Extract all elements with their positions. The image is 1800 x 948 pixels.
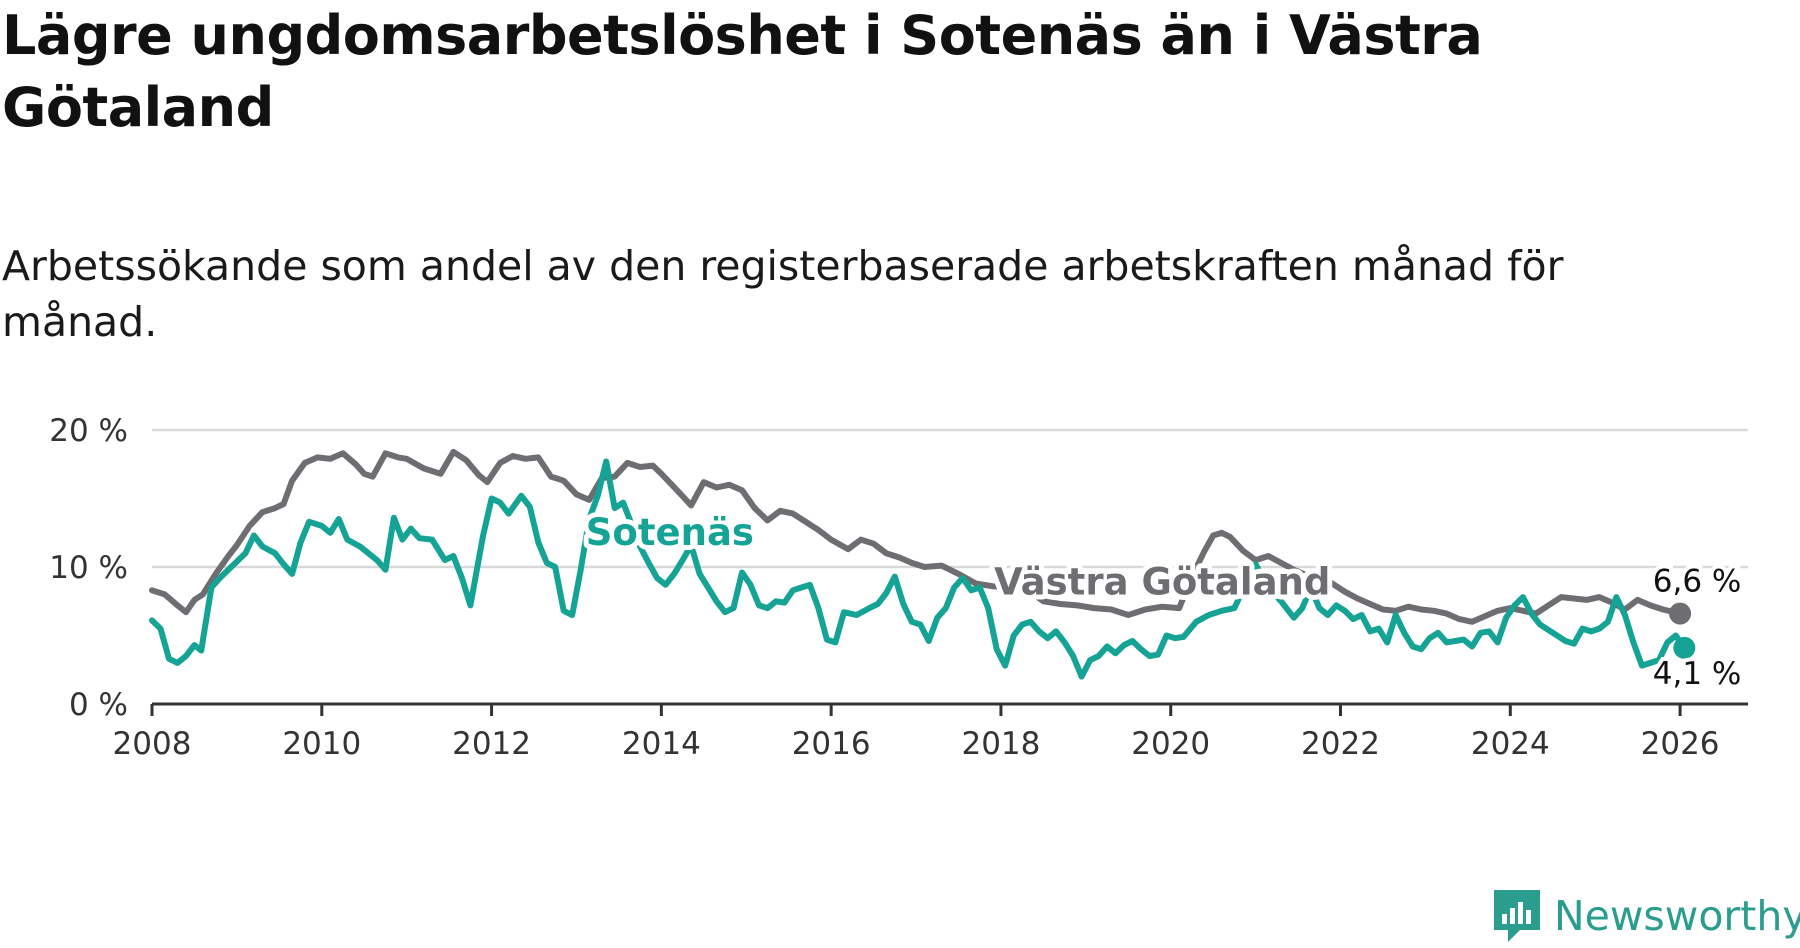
brand-name: Newsworthy	[1554, 892, 1800, 940]
x-tick-label-2014: 2014	[622, 726, 701, 762]
series-label-sotenas: Sotenäs	[586, 511, 754, 554]
x-tick-label-2010: 2010	[282, 726, 361, 762]
series-line-vastra-gotaland	[149, 448, 1684, 625]
series-lines	[149, 448, 1696, 680]
y-axis: 0 % 10 % 20 %	[49, 413, 128, 723]
x-tick-label-2024: 2024	[1471, 726, 1550, 762]
y-tick-label-20: 20 %	[49, 413, 128, 449]
series-line-sotenas	[149, 458, 1688, 680]
series-labels: Sotenäs Västra Götaland 6,6 % 4,1 %	[581, 506, 1746, 696]
x-tick-label-2016: 2016	[792, 726, 871, 762]
chart-title: Lägre ungdomsarbetslöshet i Sotenäs än i…	[2, 4, 1483, 139]
chart-subtitle: Arbetssökande som andel av den registerb…	[2, 242, 1564, 346]
series-end-dot-vastra-gotaland	[1669, 602, 1692, 625]
x-tick-label-2012: 2012	[452, 726, 531, 762]
y-tick-label-10: 10 %	[49, 550, 128, 586]
x-tick-label-2022: 2022	[1301, 726, 1380, 762]
x-axis: 2008 2010 2012 2014 2016 2018 2020 2022 2024 2026	[113, 702, 1748, 762]
x-tick-label-2008: 2008	[113, 726, 192, 762]
x-tick-label-2026: 2026	[1641, 726, 1720, 762]
brand-logo: Newsworthy	[1490, 888, 1800, 944]
x-tick-label-2020: 2020	[1131, 726, 1210, 762]
series-label-vastra-gotaland: Västra Götaland	[994, 560, 1330, 603]
end-label-sotenas: 4,1 %	[1653, 656, 1742, 692]
y-tick-label-0: 0 %	[69, 687, 128, 723]
newsworthy-logo-icon	[1494, 890, 1540, 942]
x-tick-label-2018: 2018	[961, 726, 1040, 762]
end-label-vastra-gotaland: 6,6 %	[1653, 564, 1742, 600]
series-end-dot-sotenas	[1673, 636, 1696, 659]
